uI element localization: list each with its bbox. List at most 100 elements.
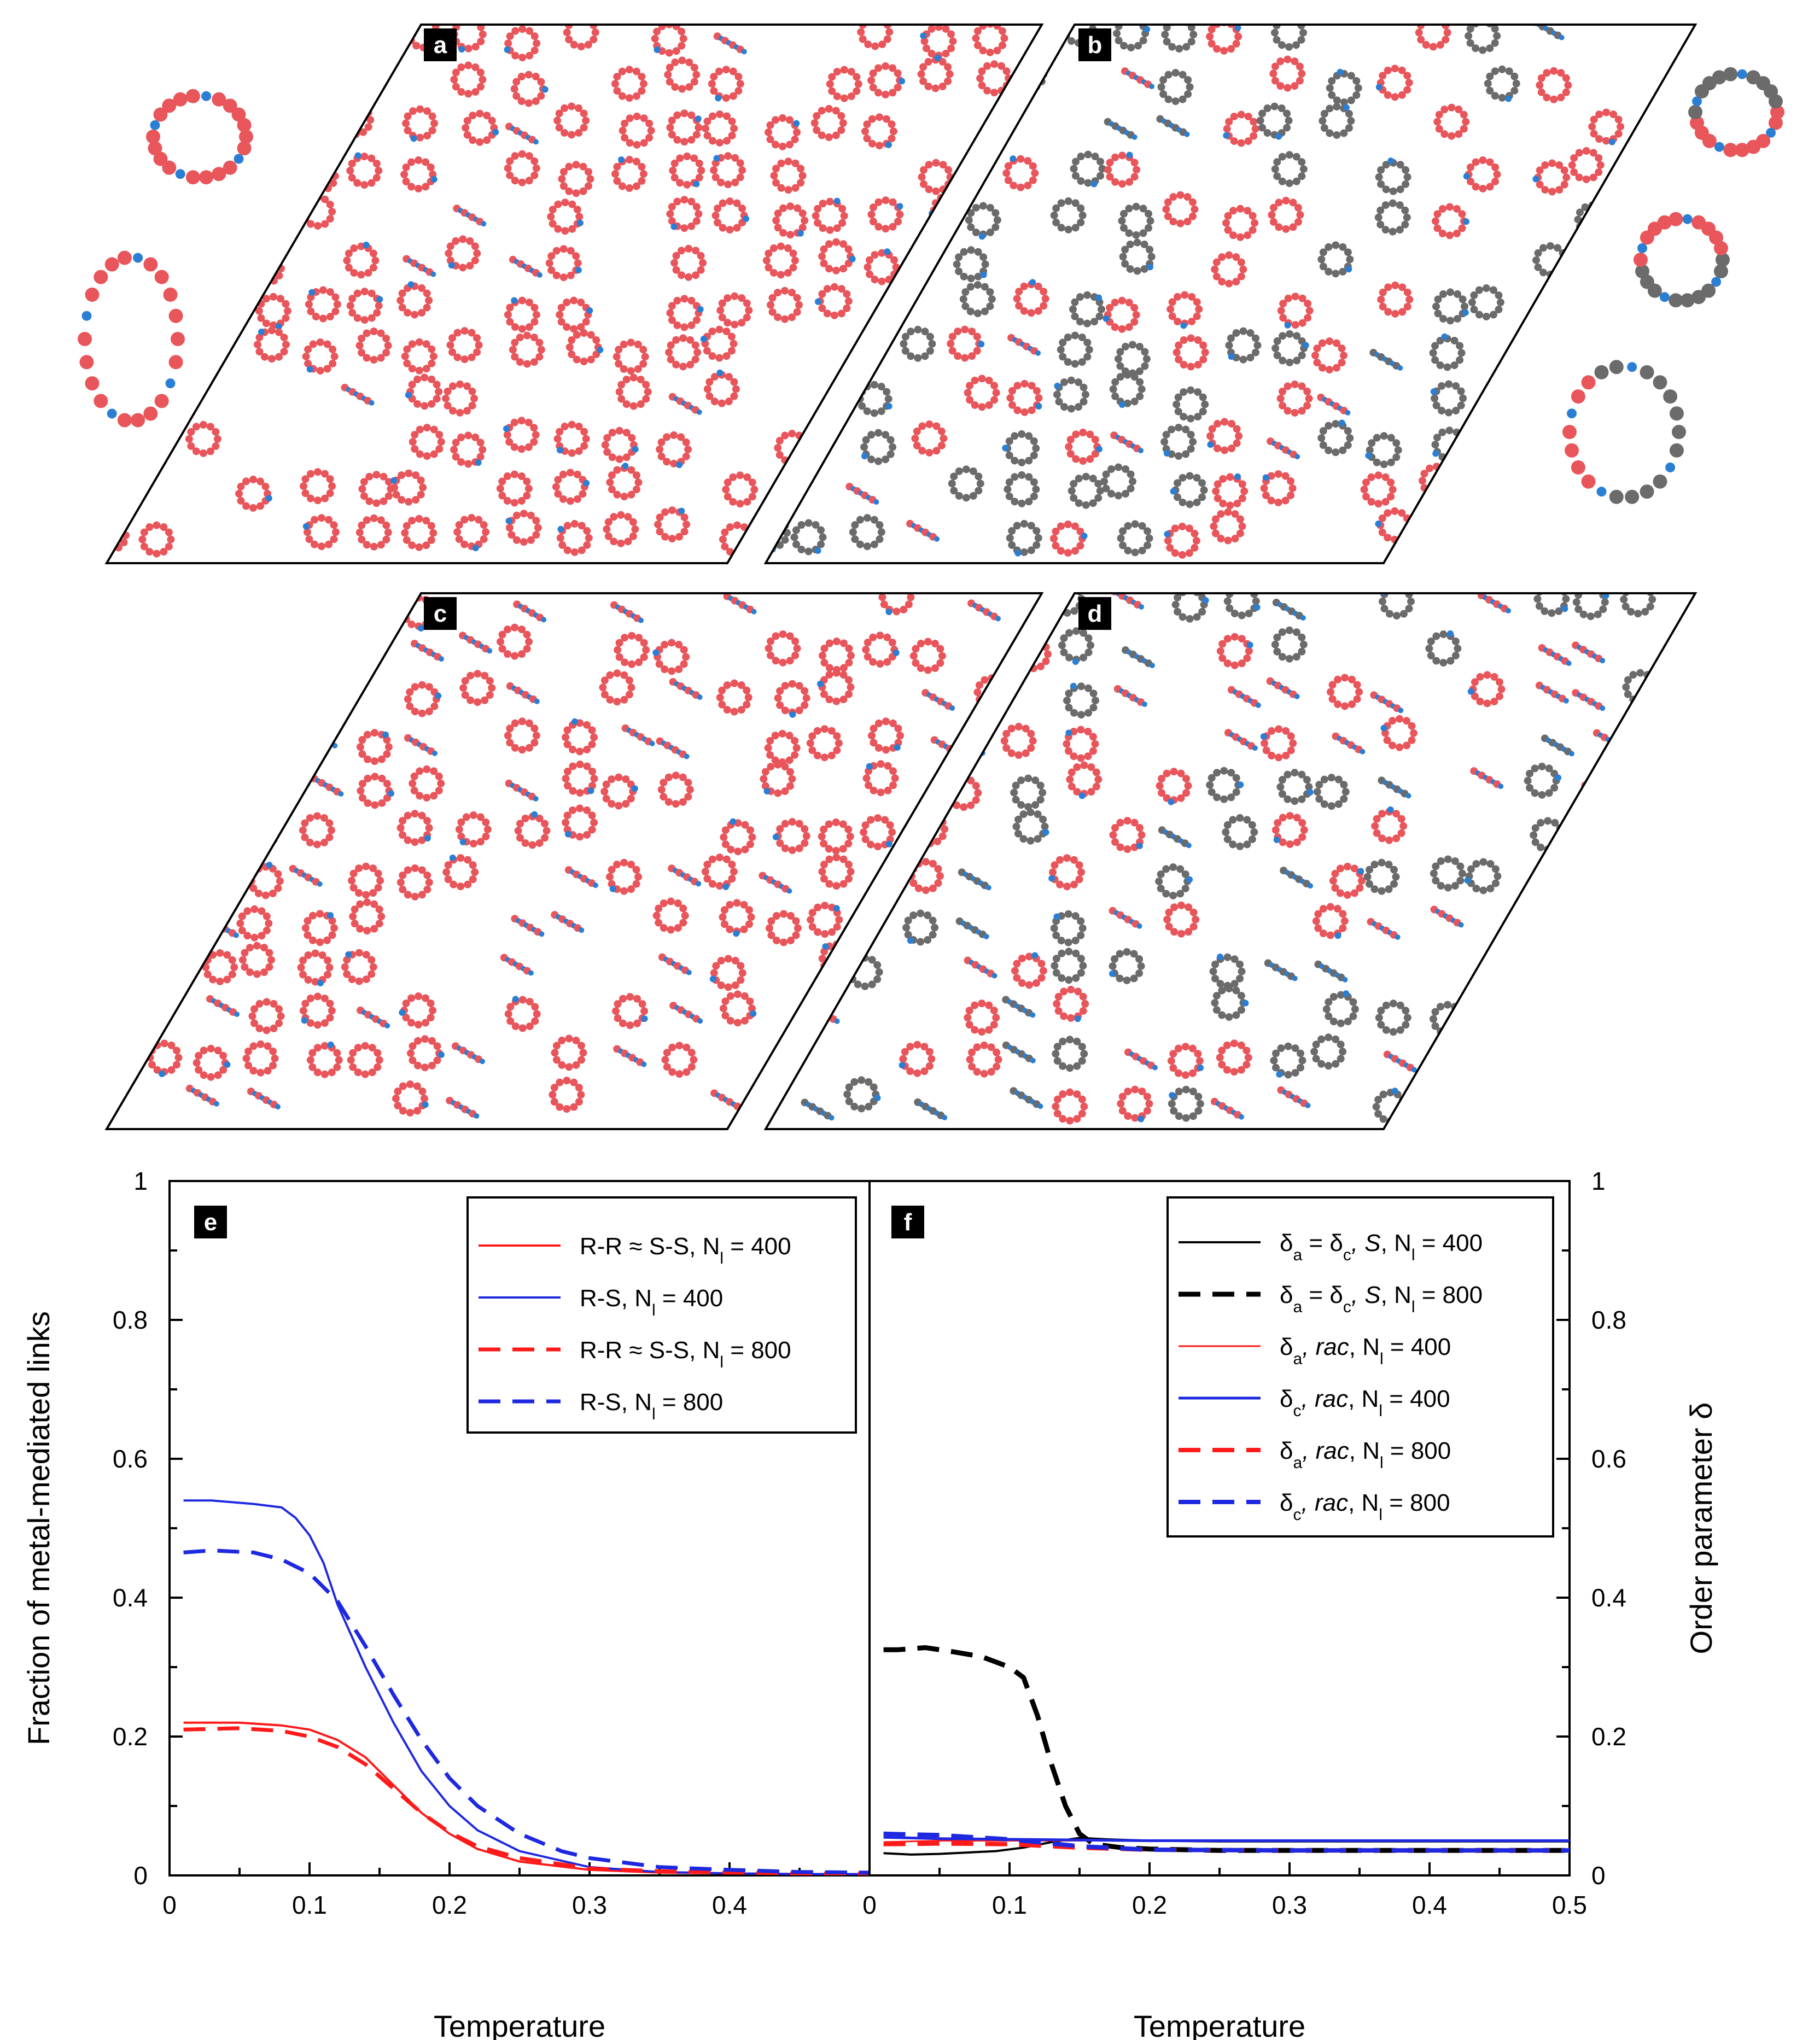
bead: [1599, 353, 1607, 361]
metal-bead: [302, 523, 310, 530]
bead: [411, 838, 419, 846]
metal-bead: [849, 255, 856, 262]
bead: [766, 516, 769, 524]
bead: [896, 732, 904, 740]
bead: [345, 128, 353, 136]
bead: [1071, 360, 1079, 368]
ring: [947, 325, 985, 362]
bead: [873, 182, 882, 190]
bead: [874, 89, 883, 97]
bead: [411, 311, 419, 319]
bead: [991, 117, 999, 125]
bead: [135, 153, 143, 161]
bead: [488, 684, 496, 692]
bead: [1511, 437, 1519, 446]
bead: [1437, 16, 1444, 24]
bead: [177, 125, 185, 133]
bead: [278, 632, 286, 640]
bead: [191, 184, 199, 192]
bead: [727, 845, 735, 854]
bead: [716, 110, 724, 118]
bead: [917, 70, 925, 78]
bead: [766, 229, 768, 237]
bead: [1498, 412, 1506, 420]
bead: [100, 702, 107, 709]
bead: [682, 452, 690, 460]
bead: [1452, 453, 1461, 461]
bead: [276, 583, 283, 591]
metal-bead: [107, 870, 108, 876]
bead: [1238, 480, 1246, 488]
bead: [162, 257, 171, 265]
bead: [511, 323, 519, 331]
bead: [620, 365, 628, 373]
bead: [785, 756, 794, 764]
bead: [1657, 338, 1665, 347]
bead: [994, 182, 1002, 190]
bead: [249, 475, 258, 483]
bead: [1035, 394, 1043, 402]
bead: [1377, 295, 1385, 303]
ring: [409, 424, 445, 460]
bead: [839, 845, 847, 853]
ring: [1375, 507, 1413, 543]
bead: [582, 435, 590, 443]
ring: [1268, 196, 1304, 233]
bead: [602, 780, 610, 788]
ring: [856, 381, 892, 417]
metal-bead: [817, 680, 824, 687]
bead: [1025, 56, 1034, 64]
bead: [1106, 303, 1114, 312]
bead: [716, 138, 724, 147]
bead: [302, 172, 311, 180]
ring: [1172, 386, 1209, 423]
bead: [1631, 376, 1639, 384]
bead: [368, 314, 376, 322]
bead: [1082, 472, 1090, 481]
bead: [355, 659, 363, 668]
bead: [920, 271, 928, 279]
bead: [656, 513, 664, 522]
bead: [1445, 380, 1453, 388]
bead: [985, 73, 994, 81]
bead: [726, 523, 734, 531]
bead: [802, 832, 810, 840]
bead: [158, 681, 166, 689]
bead: [267, 326, 276, 335]
bead: [480, 521, 488, 529]
bead: [1198, 479, 1206, 487]
metal-bead: [317, 734, 323, 740]
metal-bead: [973, 14, 980, 21]
bead: [156, 881, 165, 890]
bead: [825, 240, 833, 248]
bead: [986, 288, 994, 296]
metal-bead: [364, 60, 371, 67]
bead: [511, 338, 519, 347]
bead: [370, 757, 378, 765]
bead: [1079, 429, 1087, 437]
bead: [304, 726, 312, 734]
bead: [110, 243, 118, 252]
bead: [266, 78, 274, 86]
bead: [84, 390, 91, 398]
bead: [766, 429, 773, 437]
bead: [939, 161, 947, 169]
metal-bead: [983, 784, 989, 790]
bead: [150, 295, 158, 303]
bead: [1118, 151, 1127, 160]
bead: [329, 359, 337, 367]
bead: [686, 786, 694, 794]
bead: [877, 788, 885, 797]
bead: [1555, 161, 1564, 169]
bead: [1274, 498, 1282, 506]
bead: [993, 46, 1001, 55]
bead: [672, 360, 680, 369]
bead: [100, 677, 107, 685]
bead: [572, 252, 580, 260]
bead: [825, 133, 833, 141]
bead: [944, 77, 952, 85]
bead: [1589, 173, 1597, 182]
bead: [411, 810, 419, 818]
metal-bead: [256, 733, 262, 739]
bead: [202, 213, 210, 221]
